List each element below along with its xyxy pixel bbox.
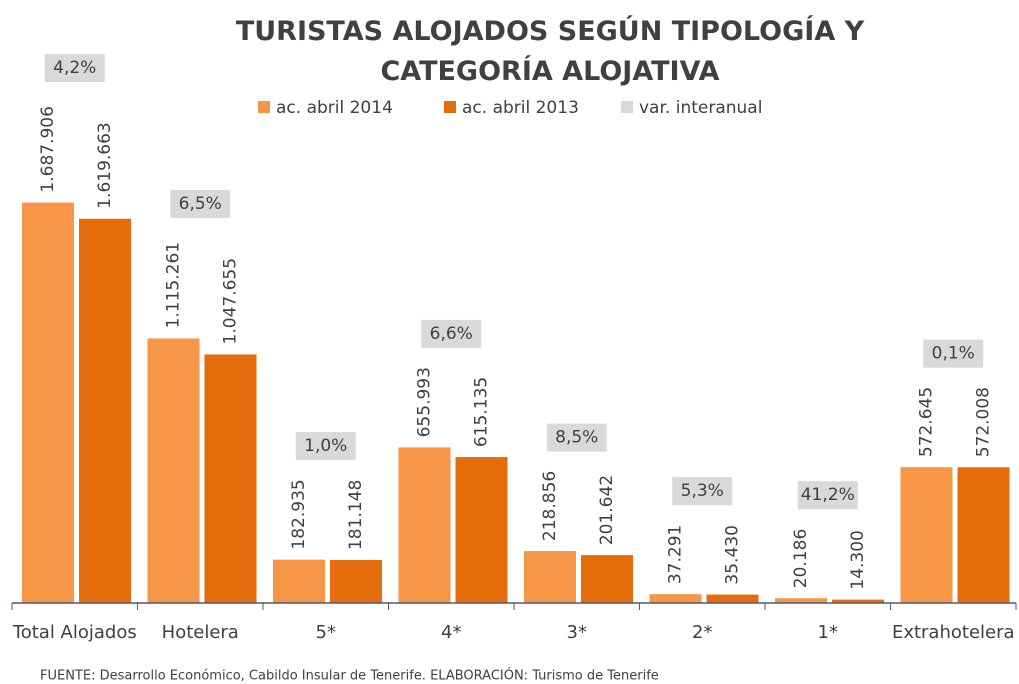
- var-label: 1,0%: [304, 436, 347, 456]
- data-label: 181.148: [346, 480, 366, 550]
- legend-label: ac. abril 2013: [462, 98, 579, 118]
- bar: [524, 551, 576, 603]
- bar: [455, 457, 508, 603]
- var-box: [170, 189, 231, 218]
- var-box: [797, 481, 858, 510]
- data-label: 182.935: [289, 479, 309, 549]
- bar: [22, 202, 74, 603]
- x-tick-label: Hotelera: [162, 622, 239, 643]
- data-label: 1.115.261: [164, 242, 184, 329]
- var-label: 4,2%: [53, 58, 96, 78]
- x-tick-label: 2*: [692, 622, 712, 643]
- data-label: 655.993: [415, 367, 435, 437]
- bar: [900, 467, 953, 603]
- data-label: 1.687.906: [38, 106, 58, 193]
- var-box: [421, 319, 482, 348]
- var-box: [295, 432, 356, 461]
- var-label: 41,2%: [801, 485, 855, 505]
- bar: [398, 447, 451, 603]
- bar: [649, 594, 702, 603]
- data-label: 14.300: [848, 530, 868, 589]
- data-label: 201.642: [597, 475, 617, 545]
- x-tick-label: 3*: [567, 622, 587, 643]
- legend-label: var. interanual: [639, 98, 762, 118]
- x-tick-label: 1*: [818, 622, 838, 643]
- data-label: 37.291: [666, 525, 686, 584]
- x-tick-label: Total Alojados: [12, 622, 137, 643]
- data-label: 35.430: [723, 525, 743, 584]
- x-tick-label: Extrahotelera: [892, 622, 1015, 643]
- x-tick-label: 4*: [441, 622, 461, 643]
- data-label: 218.856: [540, 471, 560, 541]
- bar: [706, 594, 759, 603]
- data-label: 572.008: [974, 387, 994, 457]
- var-label: 0,1%: [932, 344, 975, 364]
- data-label: 615.135: [472, 377, 492, 447]
- data-label: 572.645: [917, 387, 937, 457]
- var-box: [672, 477, 733, 506]
- bar: [79, 218, 131, 603]
- data-label: 20.186: [791, 529, 811, 588]
- bar: [273, 559, 325, 603]
- var-box: [923, 339, 984, 368]
- bar: [775, 598, 827, 603]
- var-label: 6,6%: [430, 324, 473, 344]
- data-label: 1.047.655: [221, 258, 241, 345]
- var-label: 5,3%: [681, 481, 724, 501]
- data-label: 1.619.663: [95, 122, 115, 209]
- legend-label: ac. abril 2014: [276, 98, 393, 118]
- source: FUENTE: Desarrollo Económico, Cabildo In…: [40, 668, 659, 684]
- var-label: 8,5%: [555, 428, 598, 448]
- bar: [832, 599, 884, 603]
- x-tick-label: 5*: [316, 622, 336, 643]
- var-box: [44, 54, 105, 83]
- bar: [957, 467, 1010, 603]
- bar: [330, 560, 382, 603]
- chart-title: TURISTAS ALOJADOS SEGÚN TIPOLOGÍA Y CATE…: [235, 16, 865, 87]
- bar: [147, 338, 200, 603]
- bar: [204, 354, 257, 603]
- legend-swatch: [444, 101, 456, 113]
- bar: [581, 555, 633, 603]
- legend-swatch: [621, 101, 633, 113]
- legend-swatch: [258, 101, 270, 113]
- var-label: 6,5%: [179, 194, 222, 214]
- var-box: [546, 423, 607, 452]
